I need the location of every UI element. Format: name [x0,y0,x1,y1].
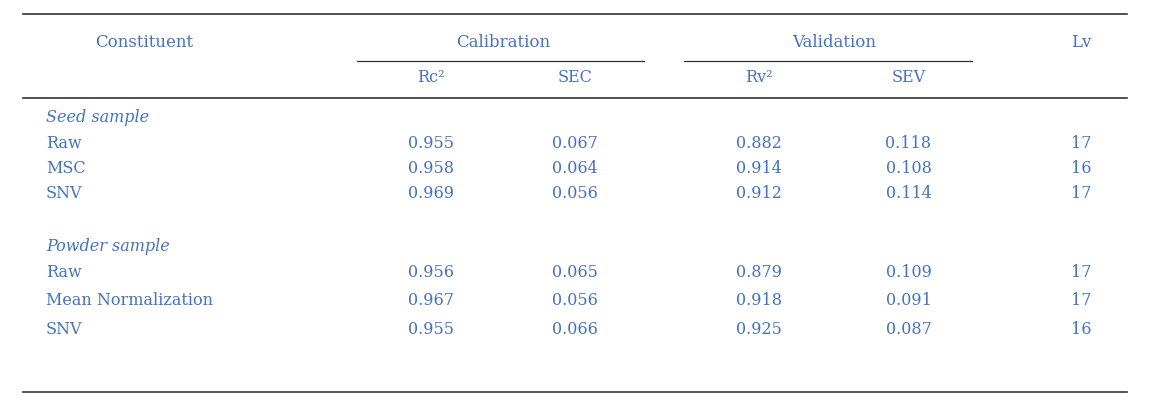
Text: Lv: Lv [1071,34,1091,51]
Text: 17: 17 [1071,292,1091,309]
Text: 0.955: 0.955 [408,135,454,152]
Text: 0.108: 0.108 [886,160,932,177]
Text: Rc²: Rc² [417,69,445,86]
Text: 0.918: 0.918 [736,292,782,309]
Text: Constituent: Constituent [94,34,193,51]
Text: 0.958: 0.958 [408,160,454,177]
Text: SNV: SNV [46,185,83,202]
Text: Mean Normalization: Mean Normalization [46,292,213,309]
Text: 0.067: 0.067 [552,135,598,152]
Text: 0.956: 0.956 [408,264,454,281]
Text: Seed sample: Seed sample [46,109,150,126]
Text: 0.109: 0.109 [886,264,932,281]
Text: 0.066: 0.066 [552,321,598,338]
Text: SNV: SNV [46,321,83,338]
Text: 17: 17 [1071,135,1091,152]
Text: Rv²: Rv² [745,69,773,86]
Text: 0.882: 0.882 [736,135,782,152]
Text: Raw: Raw [46,264,82,281]
Text: Calibration: Calibration [457,34,550,51]
Text: 0.056: 0.056 [552,185,598,202]
Text: 0.914: 0.914 [736,160,782,177]
Text: 17: 17 [1071,185,1091,202]
Text: 0.091: 0.091 [886,292,932,309]
Text: 0.064: 0.064 [552,160,598,177]
Text: 0.879: 0.879 [736,264,782,281]
Text: 0.065: 0.065 [552,264,598,281]
Text: 16: 16 [1071,321,1091,338]
Text: MSC: MSC [46,160,85,177]
Text: 0.114: 0.114 [886,185,932,202]
Text: SEV: SEV [891,69,926,86]
Text: 17: 17 [1071,264,1091,281]
Text: 0.925: 0.925 [736,321,782,338]
Text: 16: 16 [1071,160,1091,177]
Text: 0.087: 0.087 [886,321,932,338]
Text: SEC: SEC [558,69,592,86]
Text: 0.955: 0.955 [408,321,454,338]
Text: Raw: Raw [46,135,82,152]
Text: 0.118: 0.118 [886,135,932,152]
Text: 0.056: 0.056 [552,292,598,309]
Text: Validation: Validation [791,34,876,51]
Text: 0.912: 0.912 [736,185,782,202]
Text: 0.969: 0.969 [408,185,454,202]
Text: 0.967: 0.967 [408,292,454,309]
Text: Powder sample: Powder sample [46,238,170,255]
